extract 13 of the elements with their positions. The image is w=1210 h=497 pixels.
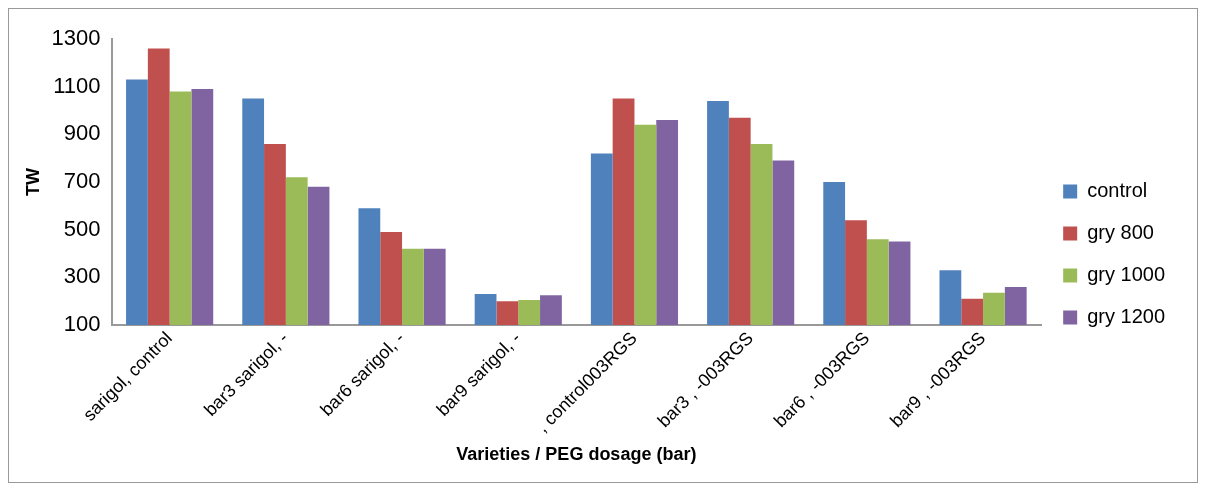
y-tick-label: 1300: [51, 25, 101, 51]
legend-label: gry 1000: [1087, 263, 1166, 286]
legend-label: gry 800: [1087, 221, 1154, 244]
y-axis-title: TW: [22, 168, 43, 197]
y-tick-label: 500: [63, 215, 101, 241]
legend-label: control: [1087, 179, 1148, 202]
x-axis-title: Varieties / PEG dosage (bar): [456, 444, 697, 465]
y-tick-label: 1100: [53, 72, 101, 98]
legend-label: gry 1200: [1087, 305, 1166, 328]
y-tick-label: 700: [63, 168, 101, 194]
y-tick-label: 300: [63, 263, 101, 289]
y-tick-label: 100: [63, 311, 101, 337]
y-tick-label: 900: [63, 120, 101, 146]
